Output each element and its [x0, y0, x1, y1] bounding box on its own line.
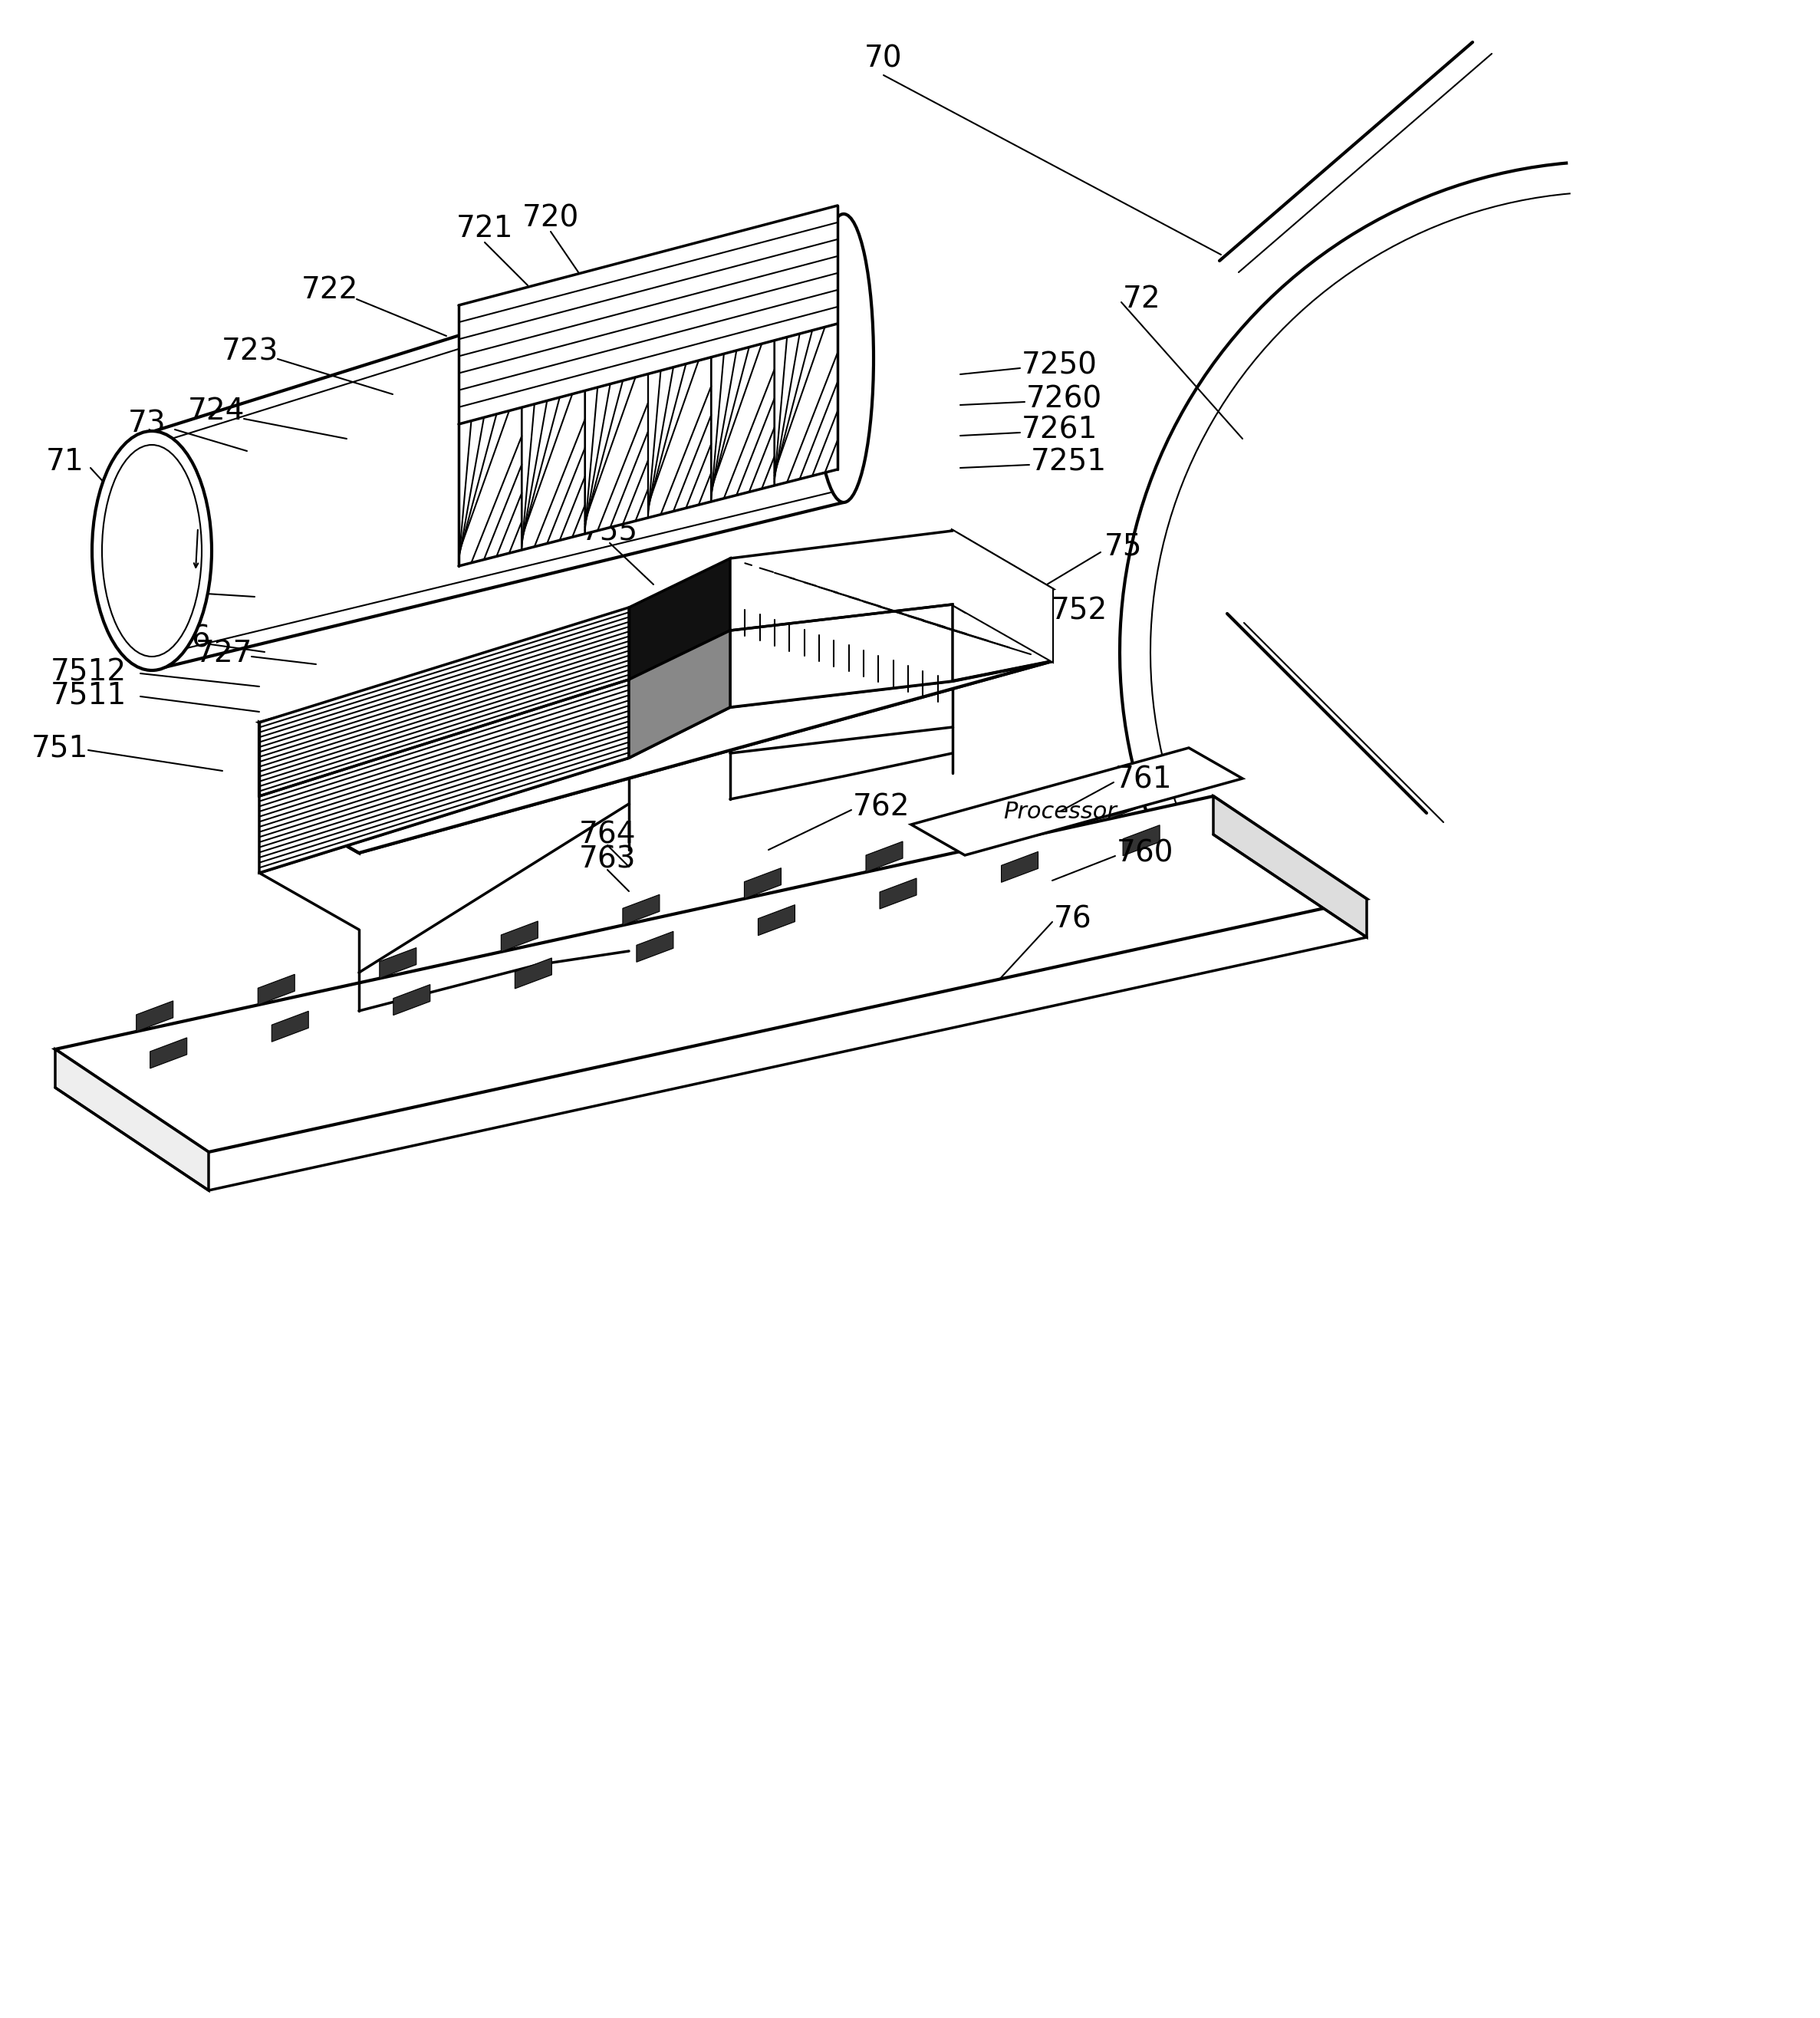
Text: 755: 755 — [581, 517, 639, 545]
Text: 722: 722 — [302, 274, 359, 305]
Polygon shape — [258, 722, 359, 854]
Text: 73: 73 — [127, 410, 166, 438]
Polygon shape — [501, 920, 539, 952]
Polygon shape — [258, 607, 630, 797]
Text: 70: 70 — [864, 44, 903, 73]
Polygon shape — [730, 531, 1052, 662]
Text: 75: 75 — [1105, 531, 1143, 561]
Text: 7251: 7251 — [1030, 448, 1107, 476]
Polygon shape — [149, 1037, 187, 1068]
Polygon shape — [515, 959, 551, 989]
Polygon shape — [1214, 797, 1367, 936]
Text: 762: 762 — [854, 793, 910, 821]
Ellipse shape — [814, 214, 874, 502]
Text: 76: 76 — [1054, 904, 1092, 934]
Polygon shape — [1001, 852, 1037, 882]
Text: 761: 761 — [1116, 765, 1172, 793]
Text: 752: 752 — [1050, 595, 1108, 626]
Polygon shape — [380, 948, 417, 979]
Polygon shape — [759, 904, 795, 936]
Polygon shape — [136, 1001, 173, 1031]
Text: 721: 721 — [457, 214, 513, 242]
Polygon shape — [258, 531, 1052, 781]
Polygon shape — [258, 680, 630, 874]
Text: 724: 724 — [187, 398, 246, 426]
Polygon shape — [879, 878, 917, 908]
Polygon shape — [952, 531, 1052, 662]
Polygon shape — [637, 932, 673, 963]
Text: 727: 727 — [195, 640, 253, 668]
Text: 720: 720 — [522, 204, 579, 232]
Polygon shape — [151, 214, 844, 670]
Polygon shape — [1108, 789, 1147, 819]
Text: 725: 725 — [100, 569, 157, 599]
Text: 760: 760 — [1117, 837, 1174, 868]
Polygon shape — [630, 559, 730, 680]
Text: 7250: 7250 — [1021, 351, 1097, 379]
Polygon shape — [459, 206, 837, 567]
Polygon shape — [730, 605, 952, 706]
Polygon shape — [744, 868, 781, 898]
Text: 763: 763 — [579, 844, 635, 874]
Polygon shape — [866, 842, 903, 872]
Polygon shape — [622, 894, 659, 924]
Text: 7512: 7512 — [51, 658, 126, 686]
Text: 72: 72 — [1123, 285, 1161, 313]
Polygon shape — [55, 1049, 209, 1191]
Polygon shape — [258, 605, 1052, 854]
Text: 7511: 7511 — [51, 680, 126, 710]
Polygon shape — [258, 680, 630, 874]
Polygon shape — [258, 975, 295, 1005]
Text: 751: 751 — [31, 733, 89, 763]
Text: 7260: 7260 — [1026, 383, 1103, 414]
Text: 71: 71 — [46, 448, 84, 476]
Ellipse shape — [93, 432, 211, 670]
Polygon shape — [55, 797, 1367, 1152]
Polygon shape — [393, 985, 430, 1015]
Text: Processor: Processor — [1003, 801, 1117, 823]
Polygon shape — [271, 1011, 309, 1041]
Polygon shape — [988, 815, 1025, 846]
Polygon shape — [1123, 825, 1159, 856]
Text: 7261: 7261 — [1021, 416, 1097, 444]
Polygon shape — [630, 630, 730, 759]
Polygon shape — [912, 749, 1243, 856]
Text: 764: 764 — [579, 819, 635, 850]
Text: 723: 723 — [222, 337, 278, 365]
Text: 726: 726 — [155, 624, 211, 652]
